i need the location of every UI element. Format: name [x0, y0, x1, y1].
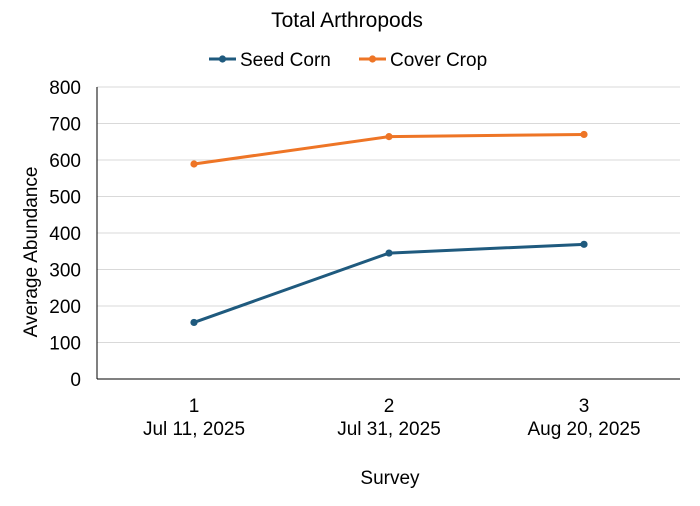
data-point	[190, 160, 198, 168]
y-tick-label: 800	[49, 78, 81, 99]
y-axis-label: Average Abundance	[21, 167, 42, 338]
y-tick-label: 500	[49, 188, 81, 209]
y-axis-ticks: 0 100 200 300 400 500 600 700 800	[49, 78, 81, 391]
legend-label: Cover Crop	[390, 50, 487, 71]
y-tick-label: 100	[49, 334, 81, 355]
y-tick-label: 200	[49, 297, 81, 318]
y-tick-label: 400	[49, 224, 81, 245]
x-tick-label-date: Aug 20, 2025	[527, 419, 640, 440]
x-tick-label-survey: 3	[579, 396, 590, 417]
data-point	[385, 249, 393, 257]
y-tick-label: 0	[70, 370, 81, 391]
legend: Seed Corn Cover Crop	[209, 50, 487, 71]
y-tick-label: 300	[49, 261, 81, 282]
data-point	[580, 240, 588, 248]
x-axis-label: Survey	[360, 468, 420, 489]
legend-marker	[218, 55, 227, 63]
series-layer	[190, 130, 588, 327]
legend-marker	[368, 55, 377, 63]
x-tick-label-survey: 1	[189, 396, 200, 417]
y-tick-label: 700	[49, 115, 81, 136]
legend-label: Seed Corn	[240, 50, 331, 71]
x-tick-label-date: Jul 11, 2025	[143, 419, 245, 440]
x-tick-label-date: Jul 31, 2025	[337, 419, 441, 440]
data-point	[190, 318, 198, 327]
y-tick-label: 600	[49, 151, 81, 172]
data-point	[580, 130, 588, 139]
gridlines	[97, 86, 680, 343]
chart-title: Total Arthropods	[271, 9, 423, 32]
data-point	[385, 133, 393, 141]
x-tick-label-survey: 2	[384, 396, 395, 417]
